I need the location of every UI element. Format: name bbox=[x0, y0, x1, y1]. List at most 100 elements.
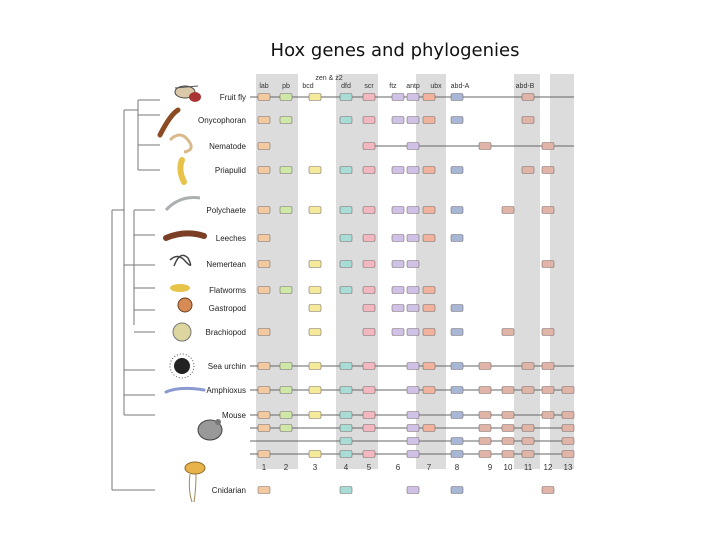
gene-box bbox=[257, 386, 271, 394]
gene-box bbox=[406, 411, 420, 419]
gene-box bbox=[450, 386, 464, 394]
gene-band-4 bbox=[550, 74, 574, 469]
gene-box bbox=[308, 304, 322, 312]
gene-box bbox=[308, 328, 322, 336]
gene-box bbox=[450, 166, 464, 174]
gene-box bbox=[362, 260, 376, 268]
cnidarian-icon bbox=[184, 461, 206, 503]
gene-box bbox=[391, 260, 405, 268]
gene-box bbox=[478, 411, 492, 419]
leech-icon bbox=[163, 230, 207, 241]
gene-box bbox=[362, 411, 376, 419]
gene-box bbox=[422, 362, 436, 370]
gene-box bbox=[257, 424, 271, 432]
taxon-icons bbox=[157, 85, 223, 503]
gene-box bbox=[308, 411, 322, 419]
gene-box bbox=[339, 206, 353, 214]
gene-box bbox=[422, 304, 436, 312]
gene-box bbox=[450, 304, 464, 312]
gene-box bbox=[541, 206, 555, 214]
gene-box bbox=[406, 234, 420, 242]
gene-box bbox=[478, 437, 492, 445]
gene-box bbox=[501, 328, 515, 336]
gene-box bbox=[308, 166, 322, 174]
taxon-label-3: Priapulid bbox=[215, 166, 246, 175]
gene-box bbox=[406, 260, 420, 268]
nemertean-icon bbox=[169, 254, 192, 267]
gene-box bbox=[257, 206, 271, 214]
gene-cluster-rows bbox=[250, 93, 575, 494]
flatworm-icon bbox=[170, 284, 190, 292]
gene-band-2 bbox=[416, 74, 446, 469]
gene-box bbox=[257, 486, 271, 494]
gene-box bbox=[257, 142, 271, 150]
gene-box bbox=[257, 411, 271, 419]
gene-header-1: pb bbox=[282, 83, 290, 90]
gene-box bbox=[339, 166, 353, 174]
gene-box bbox=[391, 206, 405, 214]
gene-box bbox=[561, 386, 575, 394]
gene-box bbox=[422, 234, 436, 242]
gene-box bbox=[279, 386, 293, 394]
gene-box bbox=[308, 362, 322, 370]
gene-box bbox=[501, 386, 515, 394]
mouse-icon bbox=[197, 419, 223, 441]
taxon-label-11: Amphioxus bbox=[206, 386, 246, 395]
gene-header-5: scr bbox=[364, 83, 374, 90]
gene-box bbox=[362, 424, 376, 432]
gene-box bbox=[257, 166, 271, 174]
gene-box bbox=[279, 286, 293, 294]
gastropod-icon bbox=[177, 297, 193, 313]
gene-box bbox=[391, 328, 405, 336]
taxon-label-8: Gastropod bbox=[209, 304, 246, 313]
gene-box bbox=[362, 234, 376, 242]
paralog-number-4: 4 bbox=[344, 463, 349, 472]
gene-box bbox=[279, 116, 293, 124]
gene-box bbox=[406, 206, 420, 214]
gene-box bbox=[541, 142, 555, 150]
amphioxus-icon bbox=[164, 386, 206, 394]
taxon-label-1: Onycophoran bbox=[198, 116, 246, 125]
gene-box bbox=[501, 206, 515, 214]
gene-box bbox=[339, 450, 353, 458]
gene-box bbox=[257, 450, 271, 458]
gene-header-8: ubx bbox=[430, 83, 442, 90]
gene-box bbox=[501, 424, 515, 432]
gene-box bbox=[362, 116, 376, 124]
gene-box bbox=[362, 206, 376, 214]
gene-box bbox=[406, 486, 420, 494]
gene-box bbox=[339, 386, 353, 394]
paralog-number-13: 13 bbox=[564, 463, 573, 472]
paralog-number-1: 1 bbox=[262, 463, 267, 472]
gene-box bbox=[478, 142, 492, 150]
gene-box bbox=[450, 411, 464, 419]
fly-icon bbox=[174, 85, 201, 102]
taxon-label-10: Sea urchin bbox=[208, 362, 246, 371]
gene-box bbox=[406, 286, 420, 294]
paralog-number-11: 11 bbox=[524, 463, 533, 472]
gene-box bbox=[422, 206, 436, 214]
gene-box bbox=[561, 437, 575, 445]
gene-box bbox=[391, 116, 405, 124]
gene-box bbox=[279, 411, 293, 419]
gene-box bbox=[362, 166, 376, 174]
gene-box bbox=[521, 362, 535, 370]
gene-box bbox=[391, 93, 405, 101]
gene-header-10: abd-B bbox=[516, 83, 535, 90]
gene-box bbox=[406, 304, 420, 312]
gene-box bbox=[406, 93, 420, 101]
taxon-label-2: Nematode bbox=[209, 142, 246, 151]
gene-box bbox=[257, 116, 271, 124]
onychophoran-icon bbox=[157, 107, 181, 138]
gene-box bbox=[362, 450, 376, 458]
gene-box bbox=[450, 328, 464, 336]
gene-box bbox=[501, 411, 515, 419]
gene-box bbox=[339, 286, 353, 294]
paralog-group-numbers: 1 2 3 4 5 6 7 8 9 10 11 12 13 bbox=[262, 463, 573, 472]
paralog-number-12: 12 bbox=[544, 463, 553, 472]
gene-box bbox=[362, 362, 376, 370]
gene-box bbox=[308, 286, 322, 294]
gene-box bbox=[521, 93, 535, 101]
